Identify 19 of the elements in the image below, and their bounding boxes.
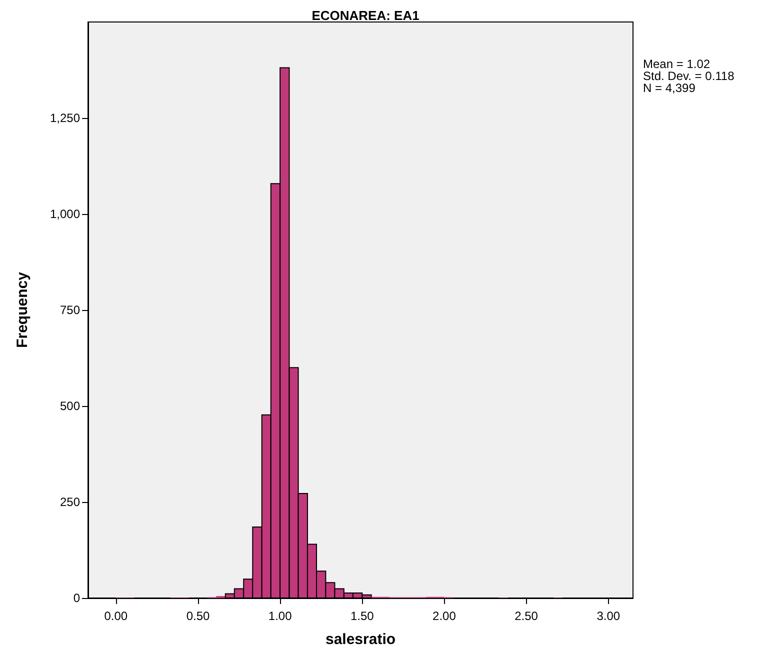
y-tick-label: 1,250 — [50, 111, 80, 125]
x-tick-label: 2.00 — [432, 609, 456, 623]
chart-title: ECONAREA: EA1 — [312, 8, 420, 23]
y-tick-label: 250 — [60, 495, 80, 509]
y-tick-label: 0 — [73, 591, 80, 605]
x-tick-label: 3.00 — [596, 609, 620, 623]
y-tick-label: 1,000 — [50, 207, 80, 221]
x-tick-label: 1.50 — [350, 609, 374, 623]
text: Std. Dev. = 0.118 — [643, 69, 735, 83]
x-tick-label: 2.50 — [514, 609, 538, 623]
text: Mean = 1.02 — [643, 57, 710, 71]
y-axis-title: Frequency — [14, 271, 31, 348]
y-tick-label: 500 — [60, 399, 80, 413]
x-axis-title: salesratio — [325, 631, 396, 648]
y-tick-label: 750 — [60, 303, 80, 317]
x-tick-label: 0.50 — [186, 609, 210, 623]
text: N = 4,399 — [643, 81, 696, 95]
x-tick-label: 1.00 — [268, 609, 292, 623]
x-tick-label: 0.00 — [104, 609, 128, 623]
